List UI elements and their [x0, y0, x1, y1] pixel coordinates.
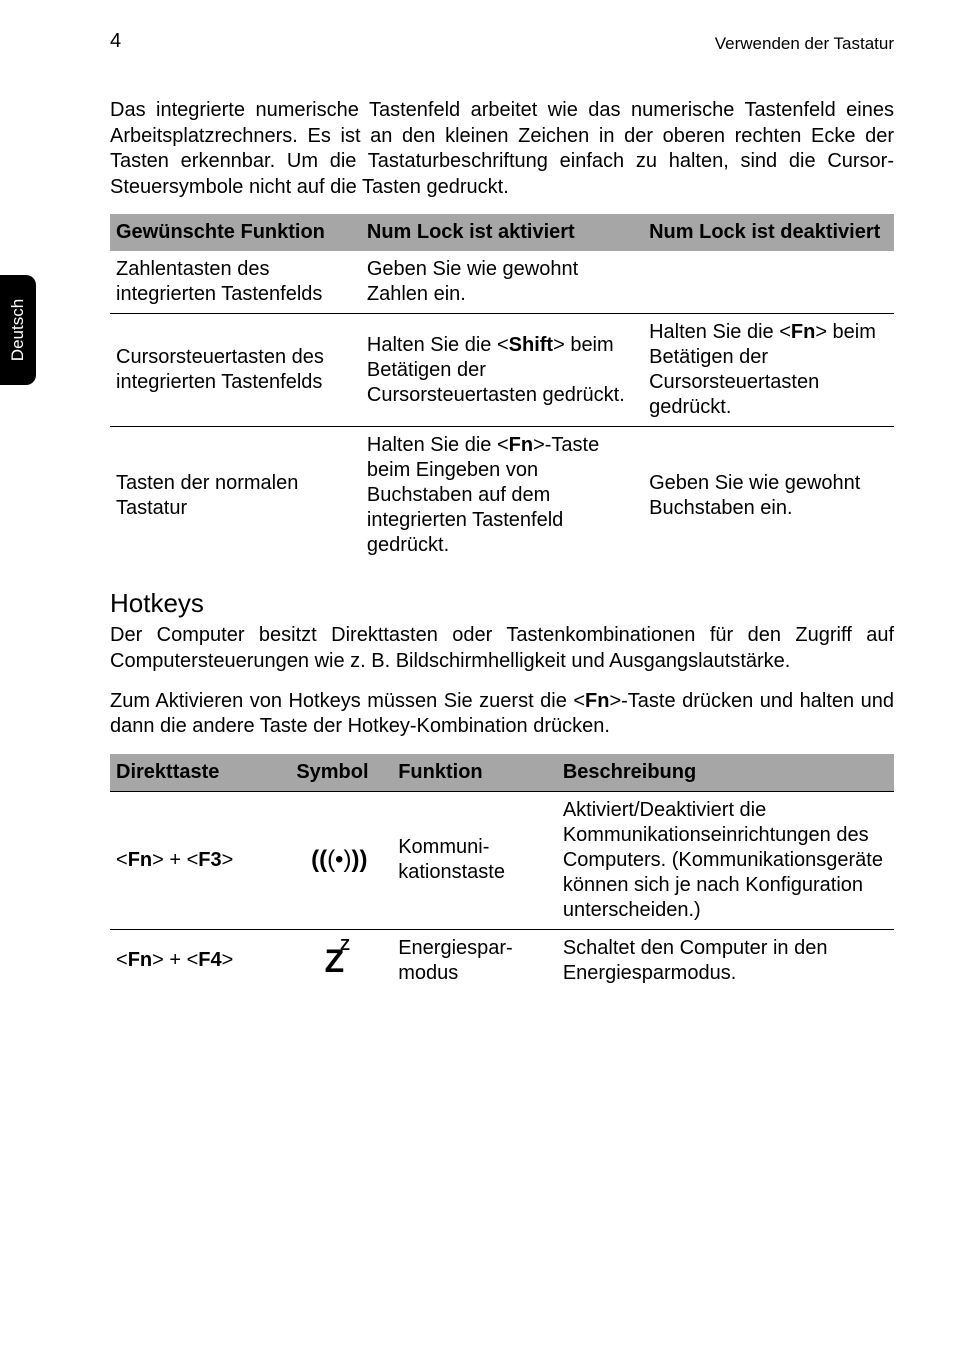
cell: Halten Sie die <Shift> beim Betätigen de…	[361, 314, 643, 427]
cell-symbol: ZZ	[290, 929, 392, 992]
intro-paragraph: Das integrierte numerische Tastenfeld ar…	[110, 98, 894, 200]
cell-hotkey: <Fn> + <F4>	[110, 929, 290, 992]
cell: Zahlentasten des integrierten Tastenfeld…	[110, 251, 361, 314]
cell: Geben Sie wie gewohnt Buchstaben ein.	[643, 427, 894, 565]
cell: Tasten der normalen Tastatur	[110, 427, 361, 565]
language-tab-label: Deutsch	[8, 299, 28, 361]
wifi-icon: (((•)))	[311, 846, 367, 873]
table-header-row: Direkttaste Symbol Funktion Beschreibung	[110, 754, 894, 792]
th-beschreibung: Beschreibung	[557, 754, 894, 792]
table-row: <Fn> + <F3> (((•))) Kommuni-kationstaste…	[110, 791, 894, 929]
th-direkttaste: Direkttaste	[110, 754, 290, 792]
th-numlock-off: Num Lock ist deaktiviert	[643, 214, 894, 251]
cell-hotkey: <Fn> + <F3>	[110, 791, 290, 929]
sleep-icon: ZZ	[325, 943, 354, 979]
page-number: 4	[110, 30, 121, 53]
hotkeys-paragraph-2: Zum Aktivieren von Hotkeys müssen Sie zu…	[110, 689, 894, 740]
cell: Geben Sie wie gewohnt Zahlen ein.	[361, 251, 643, 314]
hotkeys-paragraph-1: Der Computer besitzt Direkttasten oder T…	[110, 623, 894, 674]
table-header-row: Gewünschte Funktion Num Lock ist aktivie…	[110, 214, 894, 251]
language-tab: Deutsch	[0, 275, 36, 385]
th-funktion: Funktion	[392, 754, 557, 792]
hotkeys-heading: Hotkeys	[110, 588, 894, 619]
numlock-table: Gewünschte Funktion Num Lock ist aktivie…	[110, 214, 894, 564]
table-row: Zahlentasten des integrierten Tastenfeld…	[110, 251, 894, 314]
cell: Cursorsteuertasten des integrierten Tast…	[110, 314, 361, 427]
hotkeys-table: Direkttaste Symbol Funktion Beschreibung…	[110, 754, 894, 992]
table-row: Tasten der normalen Tastatur Halten Sie …	[110, 427, 894, 565]
cell-function: Kommuni-kationstaste	[392, 791, 557, 929]
cell-symbol: (((•)))	[290, 791, 392, 929]
cell: Halten Sie die <Fn>-Taste beim Eingeben …	[361, 427, 643, 565]
cell-function: Energiespar-modus	[392, 929, 557, 992]
cell-description: Schaltet den Computer in den Energiespar…	[557, 929, 894, 992]
cell-description: Aktiviert/Deaktiviert die Kommunikations…	[557, 791, 894, 929]
cell: Halten Sie die <Fn> beim Betätigen der C…	[643, 314, 894, 427]
th-symbol: Symbol	[290, 754, 392, 792]
th-function: Gewünschte Funktion	[110, 214, 361, 251]
th-numlock-on: Num Lock ist aktiviert	[361, 214, 643, 251]
table-row: <Fn> + <F4> ZZ Energiespar-modus Schalte…	[110, 929, 894, 992]
page-header-right: Verwenden der Tastatur	[715, 34, 894, 54]
cell	[643, 251, 894, 314]
table-row: Cursorsteuertasten des integrierten Tast…	[110, 314, 894, 427]
